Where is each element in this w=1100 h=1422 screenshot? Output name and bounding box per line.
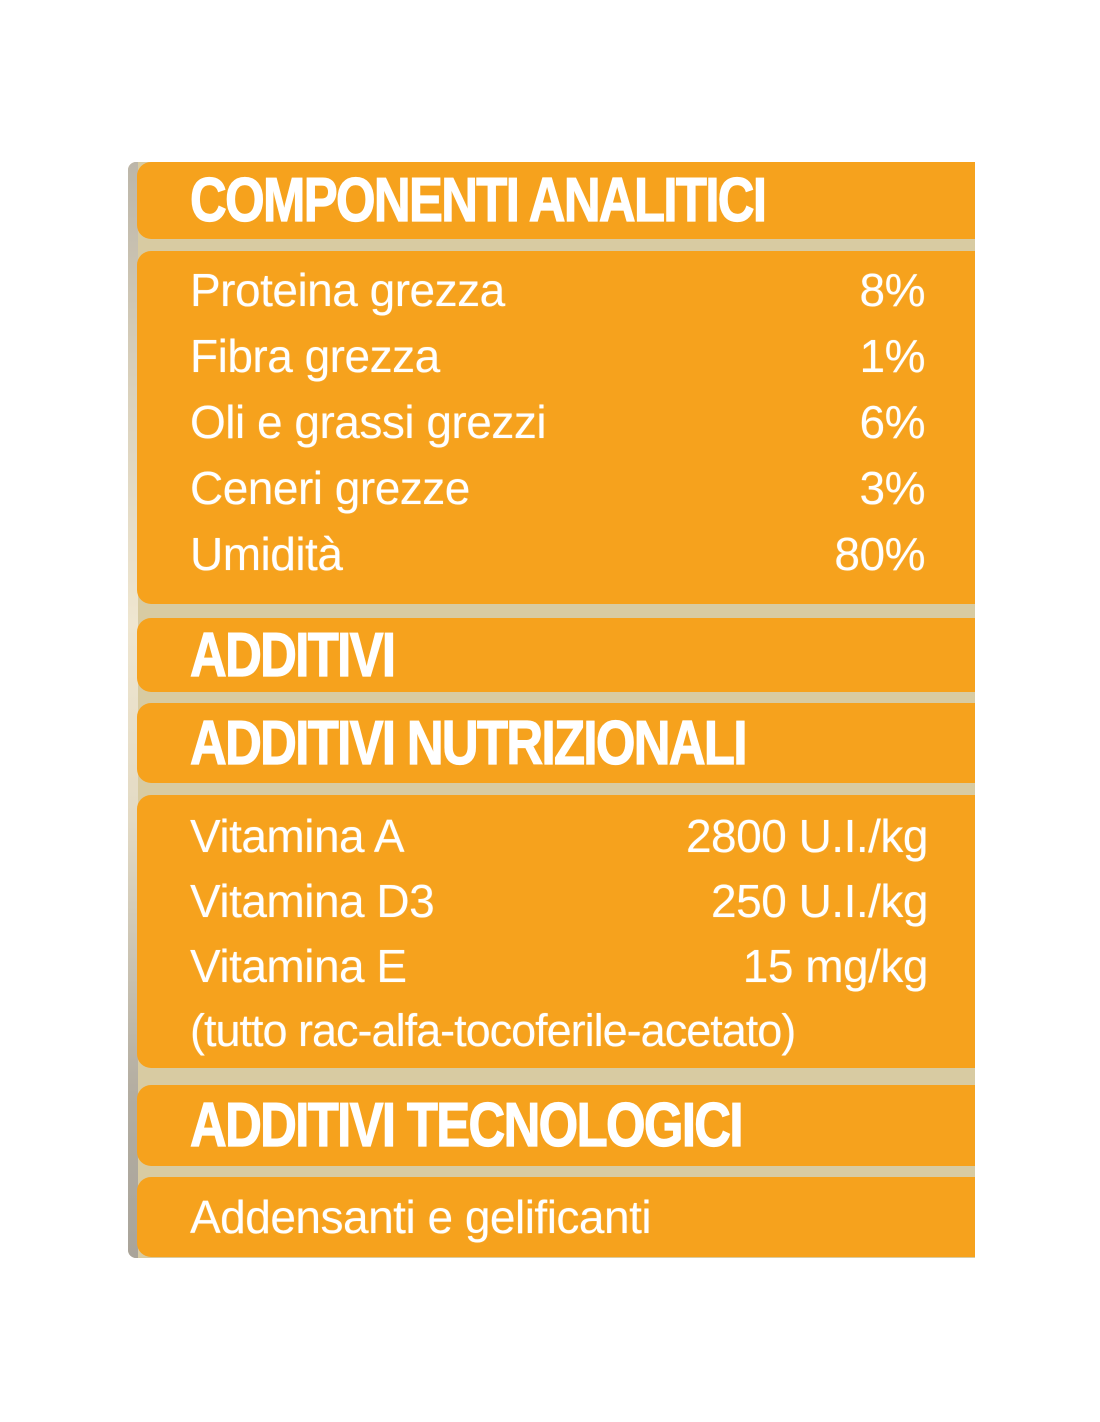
additivi-title: ADDITIVI: [190, 620, 397, 690]
additivi-tecnologici-title-wrap: ADDITIVI TECNOLOGICI: [137, 1085, 975, 1166]
vitamin-e-note-row: (tutto rac-alfa-tocoferile-acetato): [190, 998, 928, 1063]
analytical-row-label: Proteina grezza: [190, 264, 505, 316]
additivi-nutrizionali-title-wrap: ADDITIVI NUTRIZIONALI: [137, 703, 975, 783]
section-technological-content: Addensanti e gelificanti: [137, 1177, 975, 1257]
analytical-row-label: Ceneri grezze: [190, 462, 470, 514]
table-row: Umidità 80%: [190, 521, 925, 587]
table-row: Fibra grezza 1%: [190, 323, 926, 389]
table-row: Vitamina E 15 mg/kg: [190, 933, 929, 998]
section-header-additivi: ADDITIVI: [137, 618, 975, 692]
vitamin-row-value: 250 U.I./kg: [711, 874, 928, 927]
componenti-analitici-title: COMPONENTI ANALITICI: [190, 165, 768, 235]
section-nutritional-values: Vitamina A 2800 U.I./kg Vitamina D3 250 …: [137, 795, 975, 1068]
table-row: Vitamina A 2800 U.I./kg: [190, 803, 929, 868]
technological-content-text: Addensanti e gelificanti: [190, 1191, 652, 1243]
additivi-title-wrap: ADDITIVI: [137, 618, 975, 692]
section-header-additivi-nutrizionali: ADDITIVI NUTRIZIONALI: [137, 703, 975, 783]
vitamin-e-note: (tutto rac-alfa-tocoferile-acetato): [190, 1004, 796, 1056]
analytical-row-value: 6%: [859, 396, 926, 448]
vitamin-row-value: 15 mg/kg: [742, 939, 929, 992]
additivi-nutrizionali-title: ADDITIVI NUTRIZIONALI: [190, 708, 748, 778]
table-row: Oli e grassi grezzi 6%: [190, 389, 926, 455]
analytical-row-value: 8%: [859, 264, 926, 316]
section-header-componenti-analitici: COMPONENTI ANALITICI: [137, 162, 975, 239]
analytical-row-value: 80%: [834, 528, 925, 580]
analytical-row-value: 3%: [859, 462, 926, 514]
nutrition-label: COMPONENTI ANALITICI Proteina grezza 8% …: [128, 162, 975, 1258]
vitamin-row-label: Vitamina D3: [190, 874, 435, 927]
table-row: Ceneri grezze 3%: [190, 455, 926, 521]
vitamin-row-label: Vitamina A: [190, 809, 405, 862]
table-row: Proteina grezza 8%: [190, 257, 926, 323]
section-analytical-values: Proteina grezza 8% Fibra grezza 1% Oli e…: [137, 251, 975, 604]
analytical-row-label: Oli e grassi grezzi: [190, 396, 547, 448]
vitamin-row-value: 2800 U.I./kg: [685, 809, 929, 862]
additivi-tecnologici-title: ADDITIVI TECNOLOGICI: [190, 1090, 744, 1160]
analytical-row-label: Fibra grezza: [190, 330, 440, 382]
section-header-additivi-tecnologici: ADDITIVI TECNOLOGICI: [137, 1085, 975, 1166]
table-row: Vitamina D3 250 U.I./kg: [190, 868, 928, 933]
analytical-row-label: Umidità: [190, 528, 343, 580]
componenti-analitici-title-wrap: COMPONENTI ANALITICI: [137, 162, 975, 239]
label-left-edge: [128, 162, 138, 1258]
vitamin-row-label: Vitamina E: [190, 939, 407, 992]
analytical-row-value: 1%: [859, 330, 926, 382]
